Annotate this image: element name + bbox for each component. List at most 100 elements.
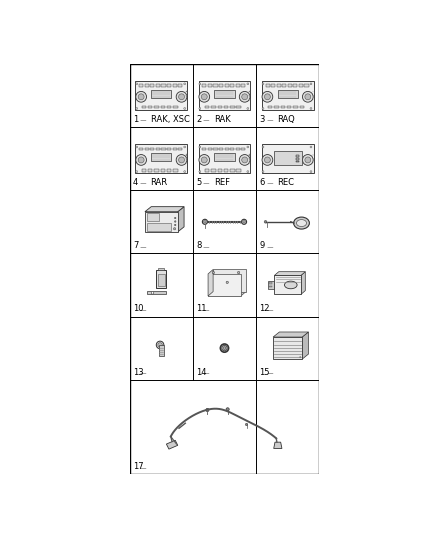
Circle shape	[184, 83, 186, 85]
Circle shape	[226, 281, 228, 284]
Text: 1: 1	[133, 115, 138, 124]
Bar	[208, 148, 212, 150]
Text: —: —	[265, 245, 273, 249]
Bar	[167, 169, 171, 172]
Text: —: —	[139, 466, 147, 471]
Bar	[237, 169, 241, 172]
Text: 9: 9	[259, 241, 265, 250]
Circle shape	[222, 345, 227, 351]
Bar	[300, 106, 304, 109]
Text: —: —	[139, 181, 147, 187]
Circle shape	[245, 423, 248, 426]
Circle shape	[184, 146, 186, 148]
Circle shape	[303, 155, 313, 165]
Polygon shape	[274, 442, 282, 448]
Circle shape	[136, 171, 138, 173]
Circle shape	[151, 292, 154, 294]
Circle shape	[199, 108, 201, 109]
Text: RAK: RAK	[214, 115, 230, 124]
Text: 12: 12	[259, 304, 270, 313]
Bar	[158, 274, 165, 286]
Circle shape	[310, 83, 312, 85]
Bar	[205, 169, 209, 172]
Circle shape	[138, 94, 144, 100]
Circle shape	[138, 157, 144, 163]
Circle shape	[239, 155, 250, 165]
Polygon shape	[301, 272, 305, 294]
Bar	[277, 84, 281, 87]
Bar	[205, 106, 209, 109]
Circle shape	[226, 408, 229, 411]
Bar	[211, 106, 215, 109]
Bar	[139, 84, 143, 87]
Circle shape	[202, 219, 208, 224]
Bar	[148, 106, 152, 109]
Circle shape	[136, 146, 138, 148]
Circle shape	[176, 155, 187, 165]
Circle shape	[223, 346, 226, 350]
Bar	[273, 337, 302, 359]
Bar	[278, 90, 298, 98]
Bar	[186, 99, 187, 100]
Text: —: —	[139, 245, 147, 249]
Bar	[249, 99, 250, 100]
Circle shape	[265, 94, 270, 100]
Bar	[230, 84, 234, 87]
Polygon shape	[274, 272, 305, 276]
Bar	[151, 90, 171, 98]
Bar	[173, 148, 177, 150]
Bar	[151, 153, 171, 161]
Bar	[287, 106, 291, 109]
Bar	[167, 148, 171, 150]
Bar	[156, 84, 160, 87]
Bar	[241, 148, 245, 150]
Circle shape	[184, 171, 186, 173]
Bar	[236, 148, 240, 150]
Circle shape	[239, 92, 250, 102]
Circle shape	[237, 271, 240, 274]
Bar	[198, 144, 251, 173]
Bar	[178, 148, 182, 150]
Bar	[288, 84, 292, 87]
Bar	[161, 169, 165, 172]
Circle shape	[305, 157, 311, 163]
Circle shape	[174, 217, 176, 219]
Text: —: —	[202, 181, 210, 187]
Bar	[297, 160, 299, 163]
Circle shape	[305, 94, 311, 100]
Polygon shape	[166, 440, 178, 449]
Circle shape	[199, 83, 201, 85]
Bar	[148, 213, 159, 221]
Bar	[139, 148, 143, 150]
Bar	[173, 84, 177, 87]
Circle shape	[262, 92, 273, 102]
Bar	[142, 106, 146, 109]
Polygon shape	[302, 332, 308, 359]
Text: 6: 6	[259, 178, 265, 187]
Bar	[213, 84, 218, 87]
Circle shape	[179, 157, 184, 163]
Text: —: —	[139, 371, 147, 376]
Bar	[281, 106, 285, 109]
Text: REF: REF	[214, 178, 230, 187]
Circle shape	[201, 157, 207, 163]
Bar	[208, 274, 241, 296]
Bar	[173, 106, 178, 109]
Text: 11: 11	[196, 304, 207, 313]
Bar	[145, 212, 178, 232]
Text: 3: 3	[259, 115, 265, 124]
Text: RAR: RAR	[151, 178, 168, 187]
Polygon shape	[208, 270, 213, 296]
Text: —: —	[202, 118, 210, 123]
Bar	[304, 84, 308, 87]
Bar	[167, 84, 171, 87]
Polygon shape	[145, 207, 184, 212]
Bar	[268, 286, 272, 287]
Text: RAK, XSC: RAK, XSC	[151, 115, 190, 124]
Bar	[150, 148, 155, 150]
Circle shape	[310, 146, 312, 148]
Bar	[274, 151, 301, 165]
Bar	[299, 84, 303, 87]
Circle shape	[176, 92, 187, 102]
Bar	[214, 153, 235, 161]
